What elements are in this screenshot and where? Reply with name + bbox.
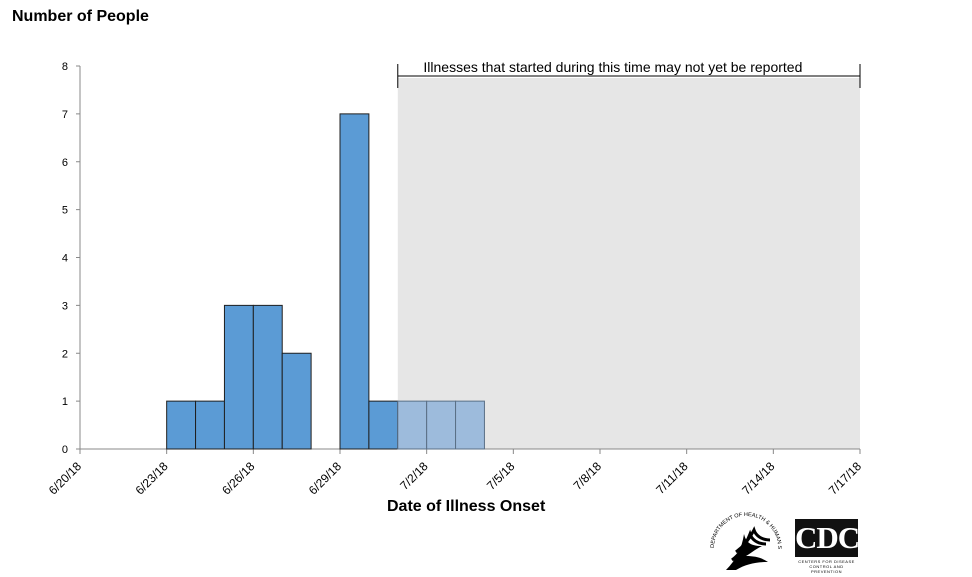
y-tick-label: 3 [62, 300, 68, 312]
histogram-bar [281, 352, 312, 450]
cdc-logo-mark: CDC [795, 519, 860, 557]
histogram-bar [426, 400, 457, 450]
y-tick-label: 2 [62, 348, 68, 360]
y-tick-label: 6 [62, 157, 68, 169]
x-tick-label: 6/26/18 [219, 459, 257, 497]
x-tick-label: 7/5/18 [484, 459, 518, 493]
y-tick-label: 4 [62, 253, 68, 265]
y-tick-label: 1 [62, 396, 68, 408]
cdc-subtext-line-2: CONTROL AND PREVENTION [809, 564, 844, 574]
cdc-subtext-line-1: CENTERS FOR DISEASE [798, 559, 855, 564]
y-tick-label: 8 [62, 61, 68, 73]
x-tick-label: 6/20/18 [46, 459, 84, 497]
histogram-bar [252, 304, 283, 450]
histogram-bar [455, 400, 485, 450]
histogram-bar [339, 113, 370, 450]
histogram-bar [368, 400, 399, 450]
reporting-lag-annotation: Illnesses that started during this time … [423, 59, 802, 75]
y-tick-label: 5 [62, 205, 68, 217]
cdc-logo: CDC CENTERS FOR DISEASE CONTROL AND PREV… [795, 519, 860, 574]
annotation-label-background [419, 59, 807, 75]
hhs-eagle-logo: DEPARTMENT OF HEALTH & HUMAN SERVICES US… [706, 500, 782, 570]
y-axis-title: Number of People [12, 8, 149, 25]
shaded-reporting-lag-region [397, 78, 860, 449]
histogram-bar [166, 400, 197, 450]
x-tick-label: 6/23/18 [133, 459, 171, 497]
x-tick-label: 7/2/18 [397, 459, 431, 493]
y-tick-label: 0 [62, 444, 68, 456]
x-tick-label: 7/8/18 [571, 459, 605, 493]
histogram-bar [195, 400, 225, 450]
x-tick-label: 6/29/18 [306, 459, 344, 497]
y-tick-label: 7 [62, 109, 68, 121]
histogram-bar [397, 400, 428, 450]
x-tick-label: 7/11/18 [653, 459, 691, 497]
x-tick-label: 7/14/18 [739, 459, 777, 497]
x-tick-label: 7/17/18 [826, 459, 864, 497]
histogram-bar [223, 304, 254, 450]
x-axis-title: Date of Illness Onset [387, 498, 546, 515]
